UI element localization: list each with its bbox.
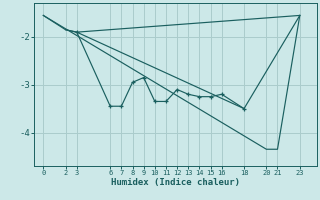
X-axis label: Humidex (Indice chaleur): Humidex (Indice chaleur) [111, 178, 240, 187]
